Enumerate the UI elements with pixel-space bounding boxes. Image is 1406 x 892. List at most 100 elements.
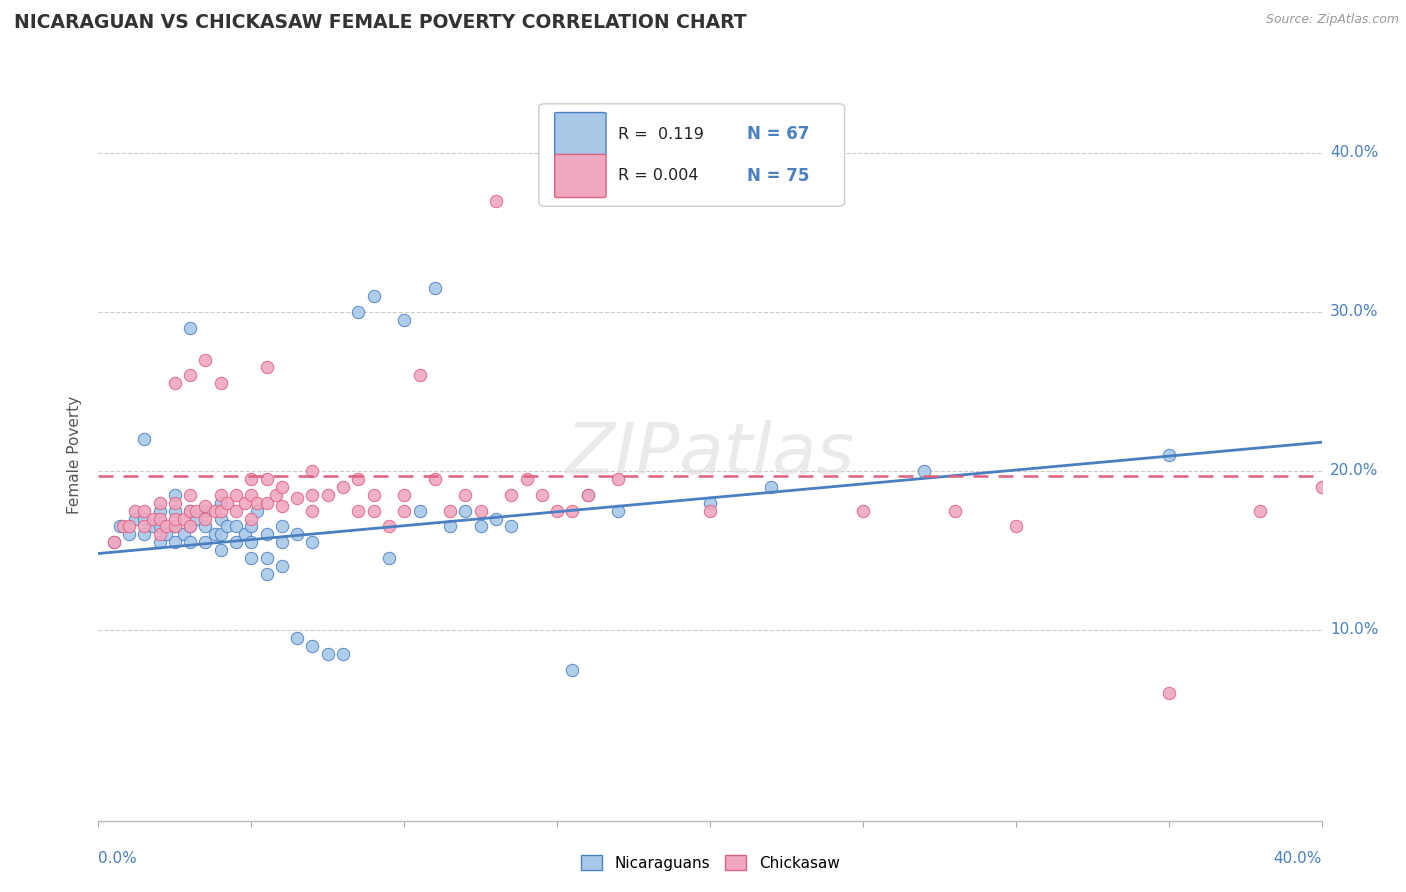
- Point: [576, 488, 599, 502]
- Point: [209, 376, 232, 391]
- Point: [179, 519, 201, 533]
- Point: [111, 519, 134, 533]
- Point: [363, 488, 385, 502]
- Point: [118, 527, 141, 541]
- Point: [179, 535, 201, 549]
- Point: [163, 495, 186, 509]
- Point: [546, 503, 568, 517]
- Point: [1004, 519, 1026, 533]
- Point: [699, 503, 721, 517]
- Point: [561, 663, 583, 677]
- Point: [194, 352, 217, 367]
- Point: [470, 519, 492, 533]
- Point: [470, 503, 492, 517]
- Point: [134, 527, 156, 541]
- FancyBboxPatch shape: [555, 112, 606, 156]
- Text: ZIPatlas: ZIPatlas: [565, 420, 855, 490]
- Point: [759, 480, 782, 494]
- Point: [240, 519, 263, 533]
- Point: [149, 511, 172, 525]
- Point: [1157, 448, 1180, 462]
- Point: [1310, 480, 1333, 494]
- Point: [256, 360, 278, 375]
- Text: Source: ZipAtlas.com: Source: ZipAtlas.com: [1265, 13, 1399, 27]
- Point: [108, 519, 131, 533]
- Point: [124, 511, 146, 525]
- Point: [392, 312, 416, 326]
- Point: [285, 527, 308, 541]
- Point: [270, 480, 292, 494]
- Point: [378, 519, 401, 533]
- Point: [301, 503, 323, 517]
- Point: [179, 488, 201, 502]
- Point: [179, 503, 201, 517]
- Text: R =  0.119: R = 0.119: [619, 127, 704, 142]
- Point: [149, 527, 172, 541]
- Point: [225, 488, 247, 502]
- Point: [173, 527, 195, 541]
- Y-axis label: Female Poverty: Female Poverty: [67, 396, 83, 514]
- Point: [256, 567, 278, 582]
- Point: [134, 432, 156, 446]
- Point: [408, 503, 430, 517]
- Point: [516, 472, 538, 486]
- Point: [454, 503, 477, 517]
- Point: [194, 535, 217, 549]
- Point: [103, 535, 125, 549]
- Point: [179, 503, 201, 517]
- Text: 10.0%: 10.0%: [1330, 623, 1378, 637]
- Point: [454, 488, 477, 502]
- Point: [423, 472, 446, 486]
- Point: [163, 535, 186, 549]
- Point: [270, 535, 292, 549]
- Point: [607, 472, 630, 486]
- Point: [485, 511, 508, 525]
- Point: [163, 519, 186, 533]
- Point: [225, 503, 247, 517]
- Point: [378, 551, 401, 566]
- Point: [240, 472, 263, 486]
- Point: [408, 368, 430, 383]
- Point: [1157, 686, 1180, 700]
- Point: [285, 491, 308, 505]
- Point: [240, 551, 263, 566]
- Point: [270, 519, 292, 533]
- Point: [149, 495, 172, 509]
- Text: NICARAGUAN VS CHICKASAW FEMALE POVERTY CORRELATION CHART: NICARAGUAN VS CHICKASAW FEMALE POVERTY C…: [14, 13, 747, 32]
- Point: [301, 464, 323, 478]
- Point: [270, 499, 292, 513]
- Point: [264, 488, 287, 502]
- Point: [240, 511, 263, 525]
- Point: [240, 488, 263, 502]
- Point: [347, 503, 370, 517]
- Point: [134, 519, 156, 533]
- Legend: Nicaraguans, Chickasaw: Nicaraguans, Chickasaw: [576, 850, 844, 875]
- Point: [155, 519, 177, 533]
- Point: [699, 495, 721, 509]
- Point: [163, 503, 186, 517]
- Point: [142, 519, 165, 533]
- Point: [134, 503, 156, 517]
- Point: [233, 495, 256, 509]
- Point: [501, 519, 523, 533]
- Point: [347, 305, 370, 319]
- Point: [363, 503, 385, 517]
- Point: [142, 511, 165, 525]
- Point: [347, 472, 370, 486]
- Point: [149, 535, 172, 549]
- Point: [256, 527, 278, 541]
- Point: [852, 503, 875, 517]
- Point: [215, 495, 238, 509]
- Point: [285, 631, 308, 645]
- Point: [179, 320, 201, 334]
- Text: N = 75: N = 75: [747, 167, 808, 185]
- Point: [209, 495, 232, 509]
- Text: 40.0%: 40.0%: [1274, 851, 1322, 866]
- Point: [163, 488, 186, 502]
- Point: [363, 289, 385, 303]
- Point: [225, 519, 247, 533]
- Point: [332, 647, 354, 661]
- Point: [163, 511, 186, 525]
- Text: 40.0%: 40.0%: [1330, 145, 1378, 161]
- Point: [439, 519, 461, 533]
